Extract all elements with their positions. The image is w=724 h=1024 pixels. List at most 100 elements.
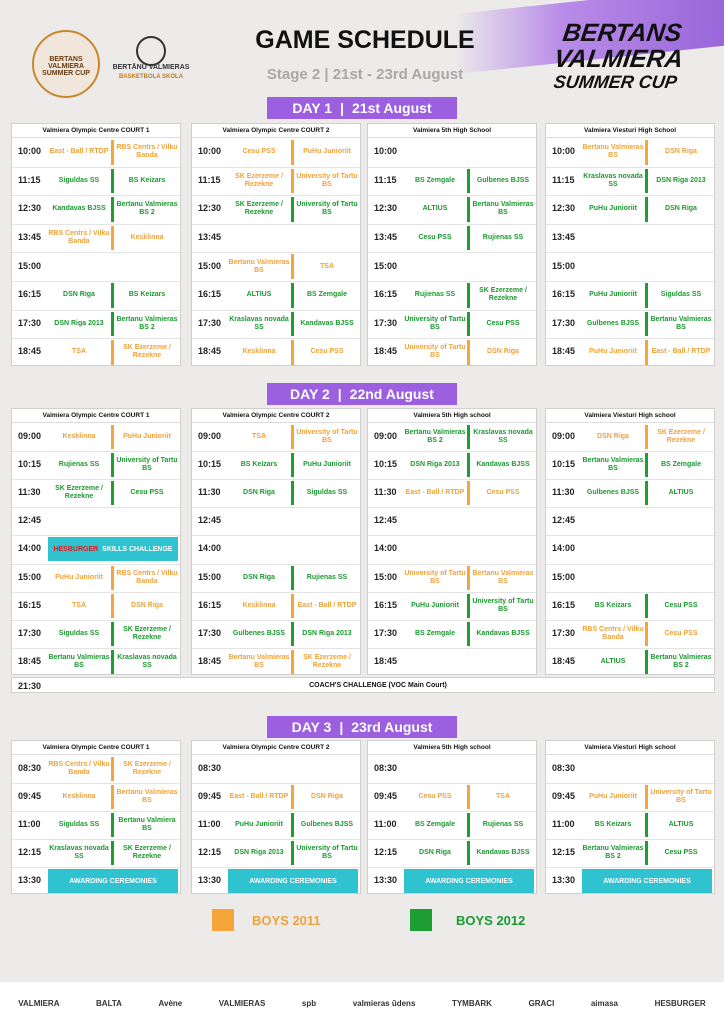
team-home: PuHu Junioriit (589, 793, 637, 800)
time-label: 12:15 (374, 847, 398, 857)
schedule-row: 14:00 (12, 535, 180, 563)
schedule-row: 14:00 (546, 535, 714, 563)
time-label: 18:45 (552, 655, 576, 666)
time-label: 11:30 (374, 487, 397, 498)
row-divider (368, 535, 536, 537)
time-label: 12:30 (552, 203, 576, 214)
team-home: ALTIUS (246, 291, 272, 299)
match-divider (111, 621, 114, 646)
team-away: University of Tartu BS (296, 845, 358, 860)
match-divider (291, 340, 294, 365)
team-home: Siguldas SS (58, 629, 100, 637)
match-divider (645, 425, 648, 450)
team-away: Cesu PSS (486, 319, 520, 327)
team-home: Cesu PSS (418, 793, 452, 800)
team-home: BS Zemgale (414, 629, 456, 637)
match-divider (645, 621, 648, 646)
coach-challenge-row: 21:30 COACH'S CHALLENGE (VOC Main Court) (11, 676, 715, 693)
team-home: DSN Riga 2013 (234, 849, 284, 856)
team-home: PuHu Junioriit (411, 601, 459, 609)
day-banner: DAY 3 | 23rd August (267, 716, 457, 738)
schedule-row: 08:30 (368, 755, 536, 783)
skills-challenge: HESBURGER SKILLS CHALLENGE (48, 537, 178, 562)
row-divider (12, 281, 180, 282)
row-divider (12, 479, 180, 481)
team-home: RBS Centrs / Vilku Banda (48, 230, 110, 246)
team-away: SK Ezerzeme / Rezekne (303, 653, 351, 669)
schedule-row: 15:00 (368, 252, 536, 281)
row-divider (368, 591, 536, 593)
venue-name: Valmiera Viesturi High School (546, 124, 714, 138)
venue-name: Valmiera Olympic Centre COURT 2 (192, 741, 360, 755)
time-label: 13:45 (374, 232, 398, 243)
row-divider (368, 451, 536, 453)
schedule-row: 18:45 ALTIUS Bertanu Valmieras BS 2 (546, 647, 714, 676)
team-away: ALTIUS (668, 489, 694, 497)
time-label: 09:00 (18, 431, 42, 442)
time-label: 12:30 (374, 203, 398, 214)
schedule-row: 09:00 Bertanu Valmieras BS 2 Kraslavas nov… (368, 423, 536, 451)
schedule-row: 18:45 University of Tartu BS DSN Riga (368, 338, 536, 367)
time-label: 17:30 (18, 627, 42, 638)
team-away: PuHu Junioriit (123, 433, 171, 441)
team-home: East - Ball / RTDP (405, 489, 465, 497)
schedule-row: 10:00 Cesu PSS PuHu Junioriit (192, 138, 360, 167)
venue-name: Valmiera Olympic Centre COURT 1 (12, 124, 180, 138)
team-away: BS Zemgale (306, 291, 348, 299)
team-home: DSN Riga 2013 (54, 319, 104, 327)
time-label: 10:00 (198, 146, 222, 157)
row-divider (368, 811, 536, 812)
team-away: Gulbenes BJSS (300, 821, 354, 828)
team-home: DSN Riga (597, 433, 629, 441)
team-home: East - Ball / RTDP (49, 148, 109, 156)
team-home: PuHu Junioriit (589, 348, 637, 356)
time-label: 12:45 (198, 515, 222, 526)
team-home: Rujienas SS (414, 291, 456, 299)
team-home: Cesu PSS (418, 234, 452, 242)
row-divider (368, 252, 536, 254)
team-away: Kraslavas novada SS (117, 653, 177, 669)
row-divider (192, 811, 360, 812)
match-divider (291, 311, 294, 337)
sponsor-logo: HESBURGER (654, 998, 706, 1008)
team-home: BS Keizars (240, 461, 278, 469)
match-divider (291, 453, 294, 478)
match-divider (645, 481, 648, 506)
brand-wordmark: BERTANS VALMIERA SUMMER CUP (552, 19, 685, 92)
match-divider (645, 841, 648, 865)
team-away: ALTIUS (668, 821, 694, 828)
schedule-row: 15:00 University of Tartu BS Bertanu Valmi… (368, 563, 536, 592)
schedule-row: 13:45 (192, 223, 360, 253)
schedule-row: 13:45 RBS Centrs / Vilku Banda Kesklinna (12, 223, 180, 253)
team-home: University of Tartu BS (404, 569, 466, 585)
team-away: DSN Riga (487, 348, 519, 356)
row-divider (192, 647, 360, 649)
match-divider (291, 197, 294, 222)
team-away: Kraslavas novada SS (473, 429, 533, 445)
match-divider (467, 168, 470, 194)
team-away: University of Tartu BS (116, 457, 178, 473)
match-divider (467, 593, 470, 618)
team-home: SK Ezerzeme / Rezekne (55, 485, 103, 501)
team-home: BS Keizars (594, 601, 632, 609)
match-divider (645, 813, 648, 837)
row-divider (546, 166, 714, 168)
schedule-row: 18:45 Bertanu Valmieras BS SK Ezerzeme / R… (192, 647, 360, 676)
day-banner: DAY 2 | 22nd August (267, 383, 457, 405)
team-away: Siguldas SS (660, 291, 702, 299)
time-label: 16:15 (374, 599, 398, 610)
time-label: 11:15 (552, 174, 575, 185)
venue-panel: Valmiera 5th High School 10:00 11:15 BS Zem… (367, 123, 537, 366)
row-divider (12, 563, 180, 565)
team-home: PuHu Junioriit (589, 291, 637, 299)
schedule-row: 12:30 Kandavas BJSS Bertanu Valmieras BS 2 (12, 195, 180, 224)
time-label: 16:15 (198, 289, 222, 300)
schedule-row: 12:45 (368, 507, 536, 535)
match-divider (291, 168, 294, 194)
time-label: 16:15 (18, 289, 42, 300)
schedule-row: 17:30 Kraslavas novada SS Kandavas BJSS (192, 309, 360, 339)
team-away: DSN Riga (131, 601, 163, 609)
venue-name: Valmiera Viesturi High school (546, 409, 714, 423)
time-label: 13:45 (198, 232, 222, 243)
row-divider (546, 252, 714, 254)
